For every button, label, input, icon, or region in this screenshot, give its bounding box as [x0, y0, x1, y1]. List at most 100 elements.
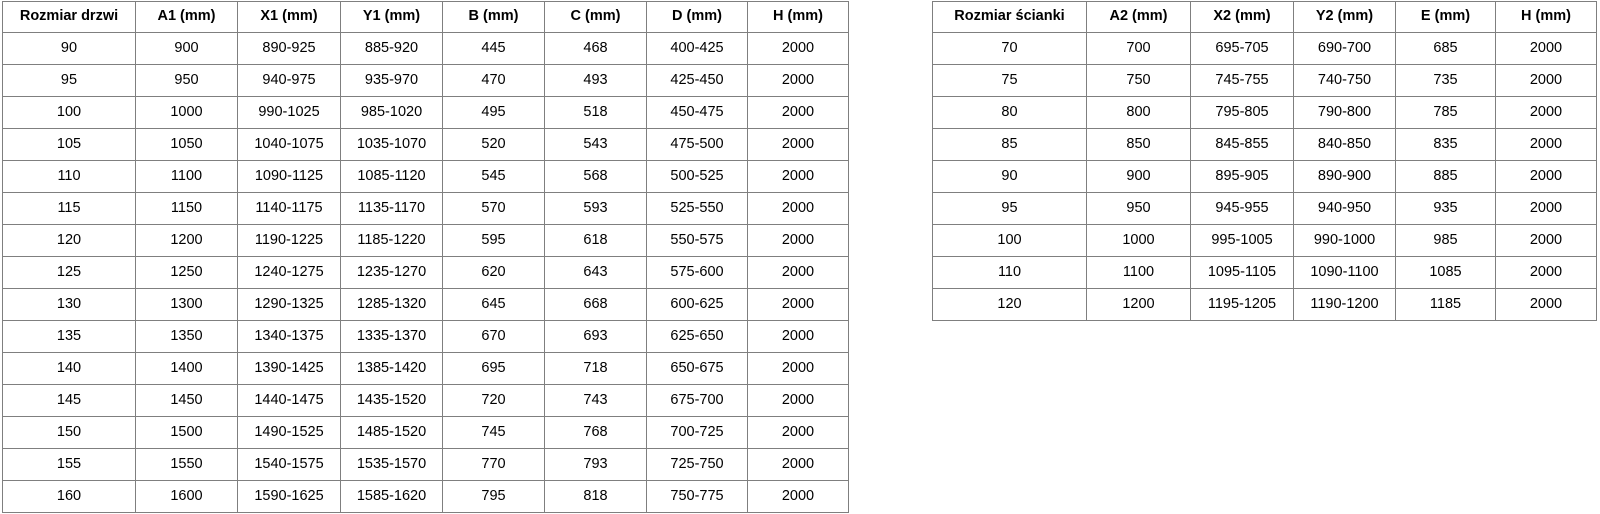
- table-cell: 693: [544, 320, 647, 353]
- table-cell: 543: [544, 128, 647, 161]
- table-row: 75 750 745-755 740-750 735 2000: [932, 64, 1597, 97]
- table-cell: 500-525: [646, 160, 748, 193]
- table-cell: 1550: [135, 448, 238, 481]
- door-row-label: 100: [2, 96, 136, 129]
- door-row-label: 90: [2, 32, 136, 65]
- wall-row-label: 110: [932, 256, 1087, 289]
- table-cell: 985-1020: [340, 96, 443, 129]
- table-cell: 1190-1225: [237, 224, 341, 257]
- table-cell: 695: [442, 352, 545, 385]
- table-row: 140 1400 1390-1425 1385-1420 695 718 650-675 20…: [2, 352, 849, 385]
- table-cell: 1535-1570: [340, 448, 443, 481]
- table-cell: 1000: [1086, 224, 1191, 257]
- table-cell: 1195-1205: [1190, 288, 1294, 321]
- table-cell: 2000: [747, 448, 849, 481]
- door-row-label: 155: [2, 448, 136, 481]
- wall-row-label: 80: [932, 96, 1087, 129]
- table-cell: 2000: [1495, 64, 1597, 97]
- table-cell: 1095-1105: [1190, 256, 1294, 289]
- table-cell: 2000: [1495, 32, 1597, 65]
- table-cell: 890-900: [1293, 160, 1396, 193]
- door-size-table-body: 90 900 890-925 885-920 445 468 400-425 2000 95 95…: [2, 32, 849, 513]
- table-row: 120 1200 1190-1225 1185-1220 595 618 550-575 20…: [2, 224, 849, 257]
- table-cell: 940-950: [1293, 192, 1396, 225]
- wall-row-label: 95: [932, 192, 1087, 225]
- wall-row-label: 100: [932, 224, 1087, 257]
- table-row: 150 1500 1490-1525 1485-1520 745 768 700-725 20…: [2, 416, 849, 449]
- table-cell: 495: [442, 96, 545, 129]
- table-cell: 1600: [135, 480, 238, 513]
- table-cell: 1150: [135, 192, 238, 225]
- table-cell: 1285-1320: [340, 288, 443, 321]
- table-row: 105 1050 1040-1075 1035-1070 520 543 475-500 20…: [2, 128, 849, 161]
- table-row: 90 900 895-905 890-900 885 2000: [932, 160, 1597, 193]
- table-cell: 795-805: [1190, 96, 1294, 129]
- table-cell: 1190-1200: [1293, 288, 1396, 321]
- table-cell: 1590-1625: [237, 480, 341, 513]
- table-cell: 1135-1170: [340, 192, 443, 225]
- table-cell: 735: [1395, 64, 1496, 97]
- table-cell: 1300: [135, 288, 238, 321]
- table-cell: 525-550: [646, 192, 748, 225]
- table-cell: 768: [544, 416, 647, 449]
- table-cell: 850: [1086, 128, 1191, 161]
- table-cell: 743: [544, 384, 647, 417]
- wall-column-header-4: E (mm): [1395, 1, 1496, 33]
- table-cell: 2000: [747, 352, 849, 385]
- table-cell: 520: [442, 128, 545, 161]
- table-cell: 595: [442, 224, 545, 257]
- table-cell: 995-1005: [1190, 224, 1294, 257]
- table-cell: 620: [442, 256, 545, 289]
- table-cell: 2000: [1495, 128, 1597, 161]
- table-row: 95 950 940-975 935-970 470 493 425-450 2000: [2, 64, 849, 97]
- table-cell: 690-700: [1293, 32, 1396, 65]
- table-cell: 1200: [1086, 288, 1191, 321]
- table-cell: 1185-1220: [340, 224, 443, 257]
- table-cell: 1240-1275: [237, 256, 341, 289]
- table-row: 100 1000 990-1025 985-1020 495 518 450-475 2000: [2, 96, 849, 129]
- wall-column-header-5: H (mm): [1495, 1, 1597, 33]
- table-cell: 1090-1100: [1293, 256, 1396, 289]
- table-cell: 685: [1395, 32, 1496, 65]
- door-row-label: 95: [2, 64, 136, 97]
- table-cell: 625-650: [646, 320, 748, 353]
- table-cell: 725-750: [646, 448, 748, 481]
- table-cell: 1450: [135, 384, 238, 417]
- door-column-header-2: X1 (mm): [237, 1, 341, 33]
- table-row: 95 950 945-955 940-950 935 2000: [932, 192, 1597, 225]
- door-row-label: 120: [2, 224, 136, 257]
- table-cell: 818: [544, 480, 647, 513]
- table-cell: 618: [544, 224, 647, 257]
- table-cell: 575-600: [646, 256, 748, 289]
- table-cell: 1085: [1395, 256, 1496, 289]
- wall-column-header-0: Rozmiar ścianki: [932, 1, 1087, 33]
- table-cell: 990-1000: [1293, 224, 1396, 257]
- wall-size-table-header: Rozmiar ścianki A2 (mm) X2 (mm) Y2 (mm) E (m…: [932, 1, 1597, 33]
- table-cell: 718: [544, 352, 647, 385]
- table-cell: 745: [442, 416, 545, 449]
- table-cell: 740-750: [1293, 64, 1396, 97]
- table-cell: 1350: [135, 320, 238, 353]
- table-cell: 550-575: [646, 224, 748, 257]
- table-cell: 518: [544, 96, 647, 129]
- table-row: 85 850 845-855 840-850 835 2000: [932, 128, 1597, 161]
- table-cell: 1585-1620: [340, 480, 443, 513]
- table-cell: 1290-1325: [237, 288, 341, 321]
- table-cell: 493: [544, 64, 647, 97]
- table-row: 130 1300 1290-1325 1285-1320 645 668 600-625 20…: [2, 288, 849, 321]
- table-cell: 793: [544, 448, 647, 481]
- table-cell: 885: [1395, 160, 1496, 193]
- wall-column-header-3: Y2 (mm): [1293, 1, 1396, 33]
- table-cell: 795: [442, 480, 545, 513]
- door-row-label: 130: [2, 288, 136, 321]
- table-row: 155 1550 1540-1575 1535-1570 770 793 725-750 20…: [2, 448, 849, 481]
- table-row: 90 900 890-925 885-920 445 468 400-425 2000: [2, 32, 849, 65]
- table-header-row: Rozmiar drzwi A1 (mm) X1 (mm) Y1 (mm) B (mm)…: [2, 1, 849, 33]
- door-row-label: 160: [2, 480, 136, 513]
- table-cell: 675-700: [646, 384, 748, 417]
- table-cell: 670: [442, 320, 545, 353]
- door-row-label: 125: [2, 256, 136, 289]
- table-cell: 1100: [1086, 256, 1191, 289]
- door-column-header-0: Rozmiar drzwi: [2, 1, 136, 33]
- table-cell: 700: [1086, 32, 1191, 65]
